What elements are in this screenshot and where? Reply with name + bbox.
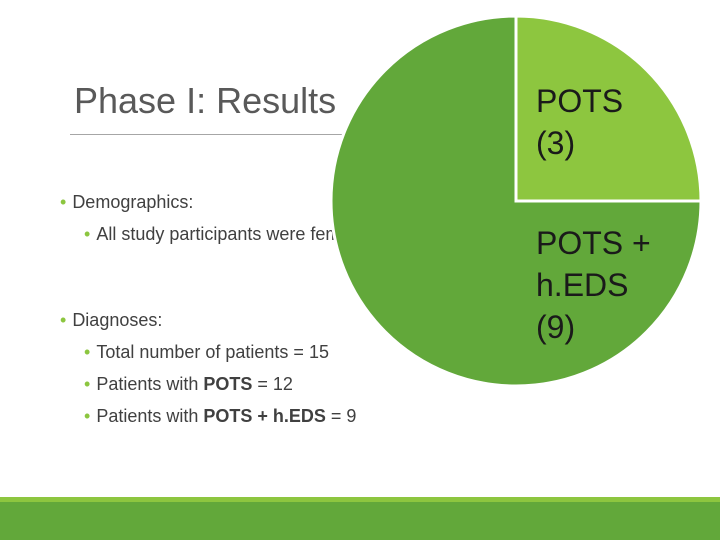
- bullet-dot: •: [84, 224, 91, 244]
- slide-title: Phase I: Results: [74, 80, 337, 121]
- bullet-text: Diagnoses:: [72, 310, 163, 330]
- slice-label-line: POTS: [536, 83, 624, 119]
- bullet-bold-text: POTS + h.EDS: [203, 406, 326, 426]
- bullet-heds: • Patients with POTS + h.EDS = 9: [84, 406, 356, 427]
- slice-label-line: (3): [536, 125, 576, 161]
- bullet-pots: • Patients with POTS = 12: [84, 374, 293, 395]
- bullet-dot: •: [60, 192, 67, 212]
- slice-label-line: h.EDS: [536, 267, 629, 303]
- pie-slice-pots: [514, 14, 703, 203]
- bullet-demographics: • Demographics:: [60, 192, 193, 213]
- bullet-text: = 12: [252, 374, 293, 394]
- bullet-dot: •: [84, 342, 91, 362]
- pie-slice-pots-heds: [329, 14, 703, 388]
- slice-label-line: (9): [536, 309, 576, 345]
- footer-bar-highlight: [0, 497, 720, 502]
- slice-label-pots: POTS (3): [536, 80, 623, 164]
- bullet-participants: • All study participants were female: [84, 224, 364, 245]
- bullet-text: Total number of patients = 15: [96, 342, 329, 362]
- title-underline: [70, 134, 370, 135]
- bullet-text: Demographics:: [72, 192, 194, 212]
- bullet-total: • Total number of patients = 15: [84, 342, 329, 363]
- bullet-dot: •: [60, 310, 67, 330]
- bullet-text: Patients with: [96, 406, 204, 426]
- bullet-text: = 9: [325, 406, 357, 426]
- bullet-text: All study participants were female: [96, 224, 365, 244]
- bullet-dot: •: [84, 374, 91, 394]
- bullet-bold-text: POTS: [203, 374, 253, 394]
- slice-label-pots-heds: POTS + h.EDS (9): [536, 222, 651, 348]
- bullet-dot: •: [84, 406, 91, 426]
- slice-label-line: POTS +: [536, 225, 651, 261]
- footer-bar: [0, 497, 720, 540]
- bullet-diagnoses: • Diagnoses:: [60, 310, 162, 331]
- bullet-text: Patients with: [96, 374, 204, 394]
